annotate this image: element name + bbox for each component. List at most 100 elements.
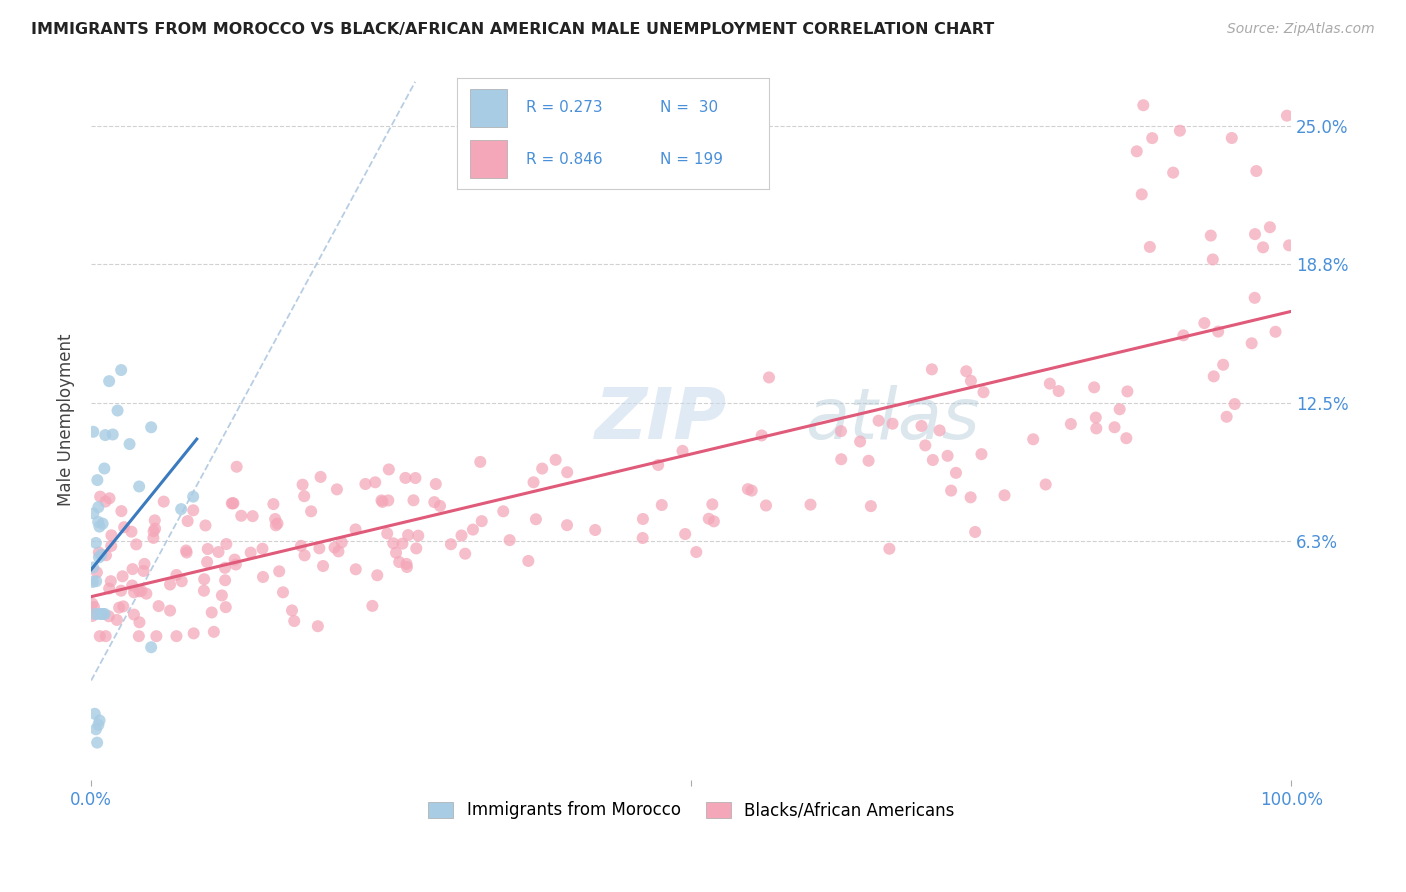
Point	[121, 578, 143, 592]
Point	[110, 583, 132, 598]
Point	[105, 613, 128, 627]
Point	[252, 570, 274, 584]
Point	[328, 544, 350, 558]
Point	[98, 374, 121, 388]
Point	[283, 614, 305, 628]
Point	[110, 504, 132, 518]
Point	[882, 417, 904, 431]
Point	[673, 527, 696, 541]
Point	[89, 629, 111, 643]
Point	[174, 543, 197, 558]
Point	[395, 560, 418, 574]
Point	[928, 424, 950, 438]
Point	[183, 626, 205, 640]
Point	[83, 599, 105, 614]
Point	[1108, 402, 1130, 417]
Point	[395, 557, 418, 571]
Point	[939, 483, 962, 498]
Point	[94, 548, 117, 562]
Point	[307, 619, 329, 633]
Point	[170, 502, 193, 516]
Point	[1173, 328, 1195, 343]
Point	[366, 568, 388, 582]
Point	[1194, 316, 1216, 330]
Point	[382, 536, 405, 550]
Point	[1047, 384, 1070, 398]
Point	[271, 585, 294, 599]
Text: ZIP: ZIP	[595, 385, 727, 454]
Point	[1125, 145, 1147, 159]
Point	[82, 425, 104, 439]
Point	[170, 574, 193, 589]
Point	[1022, 432, 1045, 446]
Point	[454, 547, 477, 561]
Point	[294, 549, 316, 563]
Point	[354, 477, 377, 491]
Point	[1240, 336, 1263, 351]
Point	[859, 499, 882, 513]
Point	[1212, 358, 1234, 372]
Point	[1168, 124, 1191, 138]
Point	[583, 523, 606, 537]
Point	[685, 545, 707, 559]
Point	[1202, 252, 1225, 267]
Point	[222, 496, 245, 510]
Point	[195, 555, 218, 569]
Point	[181, 490, 204, 504]
Point	[111, 569, 134, 583]
Point	[1132, 98, 1154, 112]
Point	[224, 552, 246, 566]
Point	[93, 607, 115, 621]
Point	[960, 374, 983, 388]
Point	[176, 545, 198, 559]
Point	[86, 736, 108, 750]
Point	[309, 470, 332, 484]
Text: Source: ZipAtlas.com: Source: ZipAtlas.com	[1227, 22, 1375, 37]
Point	[87, 500, 110, 515]
Point	[264, 518, 287, 533]
Point	[406, 529, 429, 543]
Point	[423, 495, 446, 509]
Point	[107, 403, 129, 417]
Point	[82, 609, 104, 624]
Point	[697, 512, 720, 526]
Point	[86, 473, 108, 487]
Point	[703, 514, 725, 528]
Point	[128, 584, 150, 599]
Point	[159, 604, 181, 618]
Point	[242, 509, 264, 524]
Point	[470, 455, 492, 469]
Point	[128, 629, 150, 643]
Point	[211, 589, 233, 603]
Point	[87, 550, 110, 565]
Point	[142, 524, 165, 539]
Point	[326, 483, 349, 497]
Point	[231, 508, 253, 523]
Point	[344, 562, 367, 576]
Point	[134, 557, 156, 571]
Point	[1035, 477, 1057, 491]
Point	[1258, 220, 1281, 235]
Point	[921, 453, 943, 467]
Point	[214, 561, 236, 575]
Point	[972, 385, 994, 400]
Point	[1202, 369, 1225, 384]
Point	[159, 577, 181, 591]
Point	[1140, 131, 1163, 145]
Point	[498, 533, 520, 548]
Point	[90, 548, 112, 562]
Point	[148, 599, 170, 613]
Point	[215, 537, 238, 551]
Point	[215, 600, 238, 615]
Point	[202, 624, 225, 639]
Text: atlas: atlas	[806, 385, 980, 454]
Point	[165, 568, 187, 582]
Point	[429, 499, 451, 513]
Point	[970, 447, 993, 461]
Point	[98, 582, 121, 596]
Point	[87, 718, 110, 732]
Point	[361, 599, 384, 613]
Point	[84, 723, 107, 737]
Point	[631, 512, 654, 526]
Point	[1199, 228, 1222, 243]
